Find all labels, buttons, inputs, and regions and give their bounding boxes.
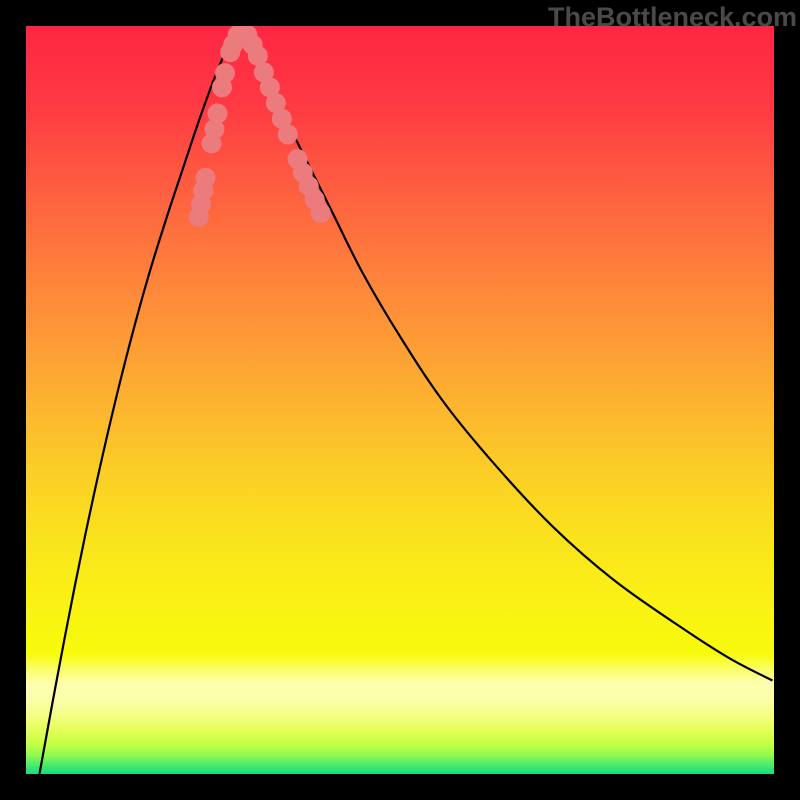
chart-container: TheBottleneck.com bbox=[0, 0, 800, 800]
chart-frame bbox=[0, 0, 800, 800]
watermark-label: TheBottleneck.com bbox=[548, 2, 797, 33]
